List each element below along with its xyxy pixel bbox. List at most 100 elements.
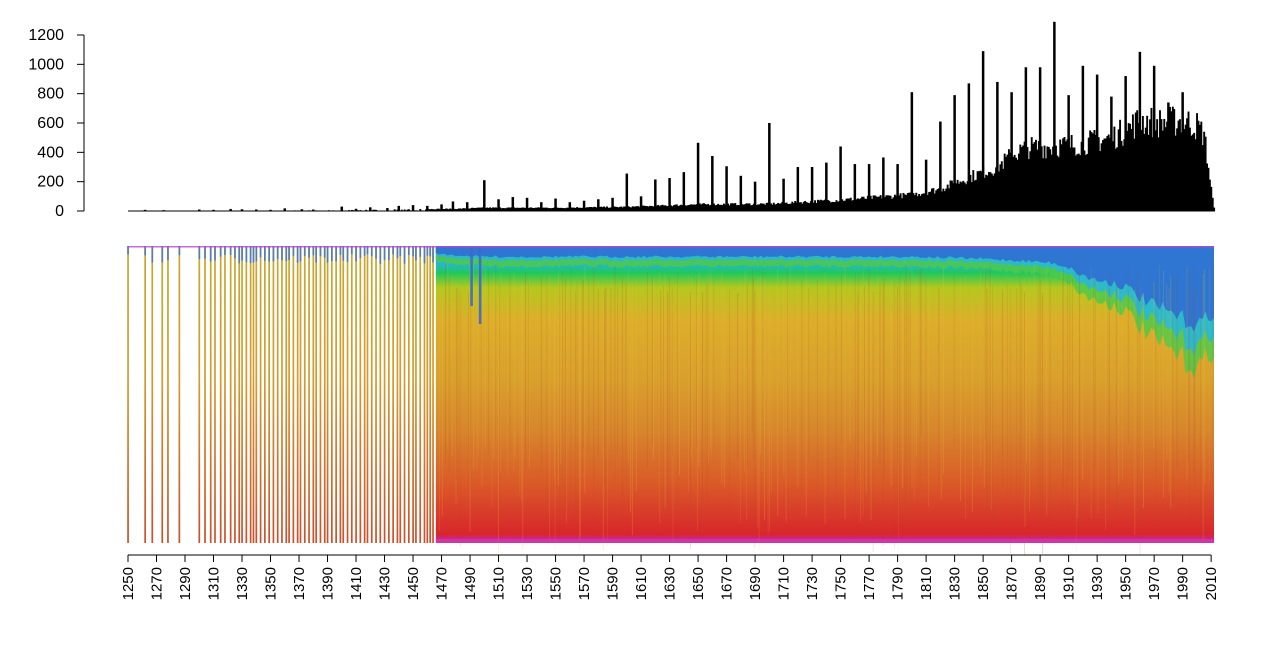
heat-stripe xyxy=(1143,293,1144,509)
heat-column-sparse xyxy=(273,246,275,543)
heat-stripe xyxy=(1016,289,1017,542)
heat-stripe xyxy=(580,284,581,537)
x-tick-label: 1250 xyxy=(120,567,137,600)
heat-column-sparse xyxy=(315,246,317,543)
heat-column-sparse xyxy=(324,246,326,543)
heat-column-top xyxy=(264,246,266,261)
heat-stripe xyxy=(1073,293,1074,506)
x-tick-label: 1470 xyxy=(434,567,451,600)
heat-stripe xyxy=(860,284,861,521)
x-tick-label: 1970 xyxy=(1146,567,1163,600)
heat-column-sparse xyxy=(144,246,146,543)
heat-stripe xyxy=(1042,293,1043,553)
heat-column-sparse xyxy=(277,246,279,543)
heat-column-sparse xyxy=(375,246,377,543)
heat-stripe xyxy=(1109,271,1110,501)
heat-column-top xyxy=(220,246,222,257)
heat-column-top xyxy=(250,246,252,263)
heat-column-top xyxy=(273,246,275,261)
heat-stripe xyxy=(663,286,664,533)
heat-stripe xyxy=(677,273,678,505)
heat-stripe xyxy=(477,288,478,472)
heat-column-top xyxy=(268,246,270,262)
heat-column-sparse xyxy=(355,246,357,543)
heat-stripe xyxy=(855,273,856,540)
heat-column-sparse xyxy=(432,246,434,543)
heat-stripe xyxy=(522,285,523,550)
heat-stripe xyxy=(521,286,522,501)
heat-stripe xyxy=(790,267,791,431)
heat-stripe xyxy=(456,287,457,479)
heat-stripe xyxy=(470,277,471,490)
heat-stripe xyxy=(873,292,874,553)
bar-spike xyxy=(569,202,572,211)
heat-dip xyxy=(470,246,473,306)
x-tick-label: 1550 xyxy=(548,567,565,600)
heat-stripe xyxy=(786,283,787,522)
heat-stripe xyxy=(912,265,913,489)
bar-spike xyxy=(1010,92,1013,211)
heat-stripe xyxy=(1140,287,1141,474)
heat-stripe xyxy=(519,285,520,495)
bar-spike xyxy=(398,206,401,211)
heat-column-top xyxy=(375,246,377,259)
bar-spike xyxy=(512,197,515,211)
bar-spike xyxy=(1153,66,1156,211)
heat-column-top xyxy=(204,246,206,258)
bar-spike xyxy=(1053,22,1056,211)
heat-stripe xyxy=(797,281,798,487)
heat-stripe xyxy=(549,276,550,539)
y-tick-label: 1200 xyxy=(28,27,64,44)
heat-stripe xyxy=(647,272,648,468)
y-tick-label: 0 xyxy=(55,203,64,220)
heat-stripe xyxy=(1118,288,1119,484)
heat-column-sparse xyxy=(342,246,344,543)
heat-stripe xyxy=(696,278,697,447)
heat-stripe xyxy=(673,284,674,542)
heat-column-top xyxy=(404,246,406,264)
heat-column-top xyxy=(342,246,344,261)
heat-column-sparse xyxy=(412,246,414,543)
y-tick-label: 800 xyxy=(37,86,64,103)
bar-spike xyxy=(412,205,415,211)
heat-stripe xyxy=(760,277,761,454)
heat-column-top xyxy=(288,246,290,260)
heat-column-sparse xyxy=(297,246,299,543)
heat-column-sparse xyxy=(367,246,369,543)
heat-stripe xyxy=(679,292,680,475)
bar-spike xyxy=(1167,102,1170,211)
heat-stripe xyxy=(1024,279,1025,527)
bar-chart-bars xyxy=(128,22,1215,211)
heat-stripe xyxy=(920,270,921,487)
x-tick-label: 1930 xyxy=(1089,567,1106,600)
heat-column-sparse xyxy=(304,246,306,543)
heat-stripe xyxy=(894,282,895,549)
bar-spike xyxy=(452,201,455,211)
heat-stripe xyxy=(1116,283,1117,512)
heat-stripe xyxy=(560,284,561,463)
x-tick-label: 1290 xyxy=(177,567,194,600)
heat-stripe xyxy=(1034,265,1035,442)
heat-column-sparse xyxy=(161,246,163,543)
heat-column-top xyxy=(384,246,386,260)
heat-stripe xyxy=(985,268,986,440)
heat-column-sparse xyxy=(300,246,302,543)
heat-column-sparse xyxy=(238,246,240,543)
heat-stripe xyxy=(452,276,453,457)
heat-stripe xyxy=(582,279,583,472)
x-tick-label: 1910 xyxy=(1061,567,1078,600)
heat-stripe xyxy=(565,279,566,508)
heat-stripe xyxy=(626,282,627,481)
heat-stripe xyxy=(884,278,885,474)
heat-stripe xyxy=(507,290,508,476)
heat-stripe xyxy=(482,265,483,487)
heat-stripe xyxy=(636,279,637,491)
heat-stripe xyxy=(554,288,555,476)
heat-stripe xyxy=(1019,267,1020,502)
heat-column-sparse xyxy=(167,246,169,543)
heat-column-sparse xyxy=(127,246,129,543)
heat-stripe xyxy=(808,287,809,462)
bar-spike xyxy=(654,179,657,211)
heat-stripe xyxy=(493,274,494,459)
heat-column-top xyxy=(198,246,200,259)
